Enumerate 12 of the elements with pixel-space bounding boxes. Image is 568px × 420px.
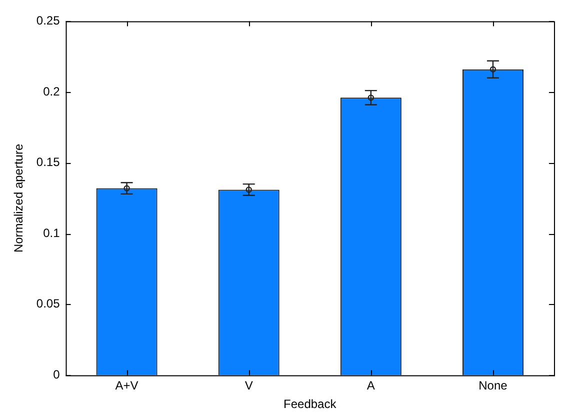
- y-tick-label: 0.1: [43, 226, 60, 240]
- x-tick-label: None: [478, 378, 508, 393]
- y-tick-label: 0.2: [43, 84, 60, 98]
- x-axis-title: Feedback: [284, 397, 338, 412]
- x-tick-label: V: [244, 378, 253, 393]
- y-tick-label: 0.05: [36, 296, 60, 311]
- y-tick-label: 0.15: [36, 155, 60, 170]
- y-axis-title: Normalized aperture: [12, 144, 26, 253]
- x-tick-label: A: [366, 378, 375, 393]
- y-tick-label: 0.25: [36, 14, 60, 28]
- y-tick-label: 0: [53, 368, 60, 382]
- x-tick-label: A+V: [115, 378, 138, 393]
